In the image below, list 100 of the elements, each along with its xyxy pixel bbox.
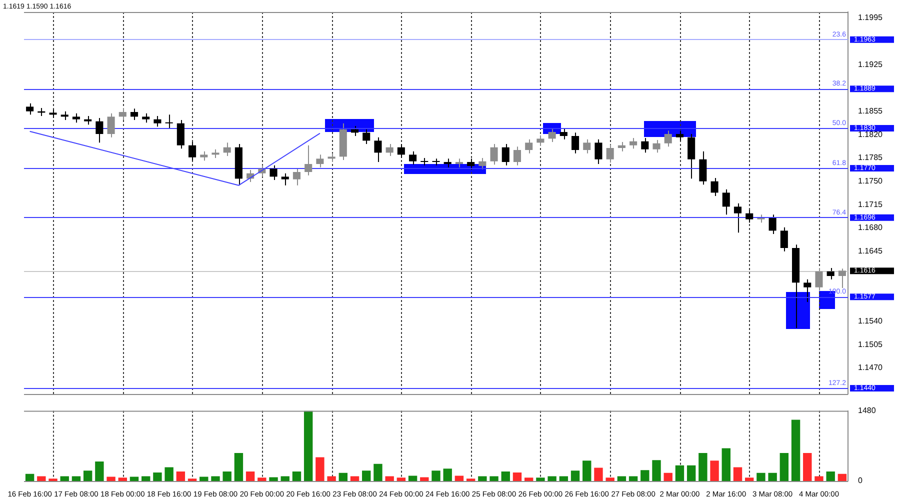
- candlestick: [513, 146, 522, 166]
- candlestick: [304, 144, 312, 176]
- candlestick: [107, 112, 115, 138]
- bar: [362, 470, 371, 481]
- candlestick: [154, 116, 162, 128]
- bar: [803, 453, 812, 481]
- bar: [524, 478, 534, 481]
- candlestick: [281, 172, 289, 186]
- candlestick: [594, 138, 602, 164]
- bar: [258, 478, 266, 481]
- candlestick: [618, 142, 626, 152]
- bar: [548, 476, 556, 481]
- bar: [222, 472, 232, 481]
- y-tick-label: 1.1505: [858, 340, 884, 349]
- candlestick: [664, 130, 672, 148]
- bar: [826, 472, 835, 481]
- candlestick: [420, 158, 428, 166]
- bar: [316, 457, 324, 481]
- bar: [698, 453, 708, 481]
- candlestick: [722, 188, 730, 216]
- candlestick: [397, 144, 405, 158]
- candlestick: [118, 108, 126, 120]
- bar: [153, 472, 162, 481]
- candlestick: [768, 214, 776, 234]
- candlestick: [26, 102, 34, 116]
- bar: [733, 467, 742, 481]
- bar: [200, 476, 208, 481]
- bar: [454, 476, 464, 481]
- candlestick: [826, 268, 834, 280]
- bar: [490, 476, 498, 481]
- bar: [304, 410, 313, 481]
- candlestick: [188, 142, 196, 162]
- bar: [234, 453, 244, 481]
- bar: [211, 476, 220, 481]
- y-tick-label: 1.1995: [858, 13, 884, 22]
- bar: [95, 462, 104, 481]
- candlestick: [165, 114, 173, 128]
- candlestick: [176, 120, 184, 150]
- candlestick: [386, 144, 394, 156]
- candlestick: [467, 158, 475, 170]
- bar: [106, 476, 116, 481]
- bar: [606, 478, 614, 481]
- candlestick: [478, 158, 486, 170]
- bar: [722, 448, 730, 481]
- candlestick: [734, 202, 742, 234]
- bar: [164, 467, 174, 481]
- bar: [640, 470, 650, 481]
- candlestick: [72, 112, 80, 124]
- bar: [280, 476, 290, 481]
- bar: [246, 472, 255, 481]
- y-tick-label: 1.1820: [858, 130, 884, 139]
- bar: [478, 476, 487, 481]
- candlestick: [606, 144, 614, 164]
- bar: [432, 470, 440, 481]
- bar: [385, 476, 394, 481]
- candlestick: [780, 226, 788, 252]
- bar: [791, 420, 800, 481]
- bar: [628, 476, 638, 481]
- bar: [443, 468, 452, 481]
- candlestick: [804, 278, 812, 302]
- bar: [118, 478, 127, 481]
- y-tick-label: 1.1540: [858, 316, 884, 326]
- bar: [838, 474, 847, 481]
- candlestick: [362, 128, 370, 144]
- bar: [745, 478, 754, 481]
- bar: [142, 476, 150, 481]
- bar: [768, 472, 777, 481]
- bar: [710, 460, 719, 481]
- candlestick: [583, 138, 591, 154]
- bar: [83, 470, 92, 481]
- candlestick: [525, 138, 533, 154]
- candlestick: [688, 134, 696, 180]
- bar: [814, 476, 824, 481]
- candlestick: [292, 168, 301, 186]
- candlestick: [96, 118, 104, 144]
- candlestick: [676, 130, 684, 142]
- candlestick: [630, 138, 638, 150]
- bar: [292, 472, 302, 481]
- y-tick-label: 1.1645: [858, 246, 884, 256]
- y-tick-label: 1.1680: [858, 223, 884, 232]
- bar: [72, 476, 81, 481]
- candlestick: [130, 108, 138, 120]
- bar: [176, 472, 186, 481]
- candlestick: [652, 140, 660, 154]
- bar: [756, 472, 766, 481]
- candlestick: [536, 134, 544, 146]
- bar: [420, 477, 429, 481]
- candlestick: [374, 136, 382, 162]
- bar: [780, 453, 789, 481]
- candlestick: [746, 210, 754, 224]
- bar: [408, 476, 418, 481]
- candlestick: [699, 150, 707, 186]
- candlestick: [270, 164, 278, 180]
- bar: [269, 477, 278, 481]
- candlestick: [815, 268, 823, 292]
- candlestick: [409, 150, 417, 166]
- bar: [652, 460, 661, 481]
- candlestick: [571, 132, 580, 154]
- bar: [675, 465, 684, 481]
- bar: [25, 474, 34, 481]
